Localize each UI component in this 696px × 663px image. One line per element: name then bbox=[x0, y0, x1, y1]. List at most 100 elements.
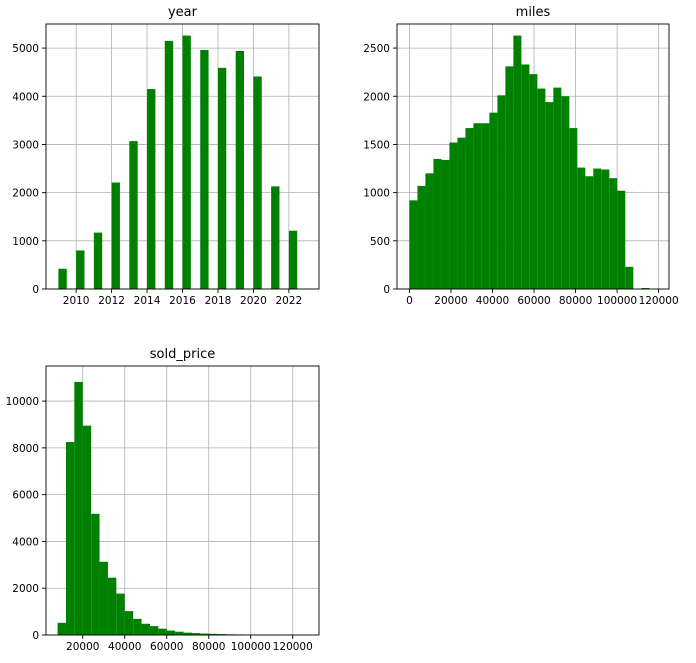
histogram-bar bbox=[133, 619, 141, 635]
x-tick-label: 2022 bbox=[275, 295, 302, 307]
histogram-bar bbox=[481, 123, 489, 289]
histogram-bar bbox=[94, 233, 102, 289]
histogram-bar bbox=[200, 50, 208, 289]
y-tick-label: 2000 bbox=[363, 91, 390, 103]
y-tick-label: 6000 bbox=[12, 490, 39, 502]
histogram-bar bbox=[449, 143, 457, 289]
x-tick-label: 2010 bbox=[63, 295, 90, 307]
histogram-bar bbox=[100, 562, 108, 635]
x-tick-label: 80000 bbox=[192, 641, 225, 653]
x-tick-label: 40000 bbox=[108, 641, 141, 653]
histogram-bar bbox=[561, 96, 569, 289]
histogram-bar bbox=[593, 169, 601, 289]
histogram-bar bbox=[147, 89, 155, 289]
y-tick-label: 1000 bbox=[12, 236, 39, 248]
histogram-bar bbox=[175, 632, 183, 635]
y-tick-label: 0 bbox=[32, 630, 39, 642]
histogram-bar bbox=[289, 231, 297, 289]
histogram-bar bbox=[158, 629, 166, 635]
histogram-bar bbox=[529, 74, 537, 289]
x-tick-label: 40000 bbox=[476, 295, 509, 307]
histogram-bar bbox=[58, 623, 66, 635]
histogram-bar bbox=[433, 159, 441, 289]
histogram-bar bbox=[91, 514, 99, 635]
histogram-bar bbox=[601, 170, 609, 289]
histogram-bar bbox=[116, 594, 124, 635]
chart-title: miles bbox=[516, 5, 551, 20]
y-tick-label: 0 bbox=[383, 284, 390, 296]
histogram-bar bbox=[218, 68, 226, 289]
histogram-bar bbox=[165, 41, 173, 289]
histogram-bar bbox=[409, 200, 417, 289]
x-tick-label: 2018 bbox=[205, 295, 232, 307]
y-tick-label: 2000 bbox=[12, 583, 39, 595]
y-tick-label: 2000 bbox=[12, 188, 39, 200]
y-tick-label: 4000 bbox=[12, 536, 39, 548]
histogram-bar bbox=[553, 88, 561, 289]
histogram-bar bbox=[271, 186, 279, 289]
histogram-bar bbox=[142, 624, 150, 635]
y-tick-label: 500 bbox=[370, 236, 390, 248]
histogram-bar bbox=[489, 113, 497, 289]
x-tick-label: 80000 bbox=[559, 295, 592, 307]
histogram-bar bbox=[569, 128, 577, 289]
histogram-bar bbox=[58, 269, 66, 289]
y-tick-label: 3000 bbox=[12, 139, 39, 151]
histogram-bar bbox=[465, 128, 473, 289]
y-tick-label: 10000 bbox=[6, 396, 39, 408]
x-tick-label: 2014 bbox=[134, 295, 161, 307]
histogram-bar bbox=[253, 77, 261, 289]
x-tick-label: 0 bbox=[406, 295, 413, 307]
histogram-bar bbox=[150, 626, 158, 635]
histogram-bar bbox=[425, 173, 433, 289]
x-tick-label: 60000 bbox=[150, 641, 183, 653]
histogram-bar bbox=[129, 141, 137, 289]
chart-title: sold_price bbox=[150, 347, 215, 362]
histogram-bar bbox=[545, 102, 553, 289]
x-tick-label: 120000 bbox=[273, 641, 313, 653]
histogram-bar bbox=[585, 176, 593, 289]
histogram-bar bbox=[112, 183, 120, 289]
x-tick-label: 60000 bbox=[517, 295, 550, 307]
histogram-bar bbox=[125, 611, 133, 635]
y-tick-label: 5000 bbox=[12, 43, 39, 55]
histogram-bar bbox=[457, 138, 465, 289]
x-tick-label: 20000 bbox=[434, 295, 467, 307]
histogram-bar bbox=[83, 426, 91, 635]
y-tick-label: 2500 bbox=[363, 43, 390, 55]
histogram-bar bbox=[167, 631, 175, 635]
histogram-bar bbox=[617, 191, 625, 289]
x-tick-label: 2012 bbox=[98, 295, 125, 307]
histogram-bar bbox=[537, 89, 545, 289]
histogram-bar bbox=[577, 168, 585, 289]
y-tick-label: 8000 bbox=[12, 443, 39, 455]
x-tick-label: 100000 bbox=[231, 641, 271, 653]
x-tick-label: 2020 bbox=[240, 295, 267, 307]
x-tick-label: 120000 bbox=[639, 295, 679, 307]
y-tick-label: 1500 bbox=[363, 139, 390, 151]
histogram-bar bbox=[441, 160, 449, 289]
x-tick-label: 100000 bbox=[597, 295, 637, 307]
histogram-bar bbox=[473, 123, 481, 289]
histogram-bar bbox=[625, 267, 633, 289]
x-tick-label: 20000 bbox=[66, 641, 99, 653]
y-tick-label: 1000 bbox=[363, 188, 390, 200]
histogram-bar bbox=[183, 36, 191, 289]
y-tick-label: 4000 bbox=[12, 91, 39, 103]
histogram-bar bbox=[66, 442, 74, 635]
histogram-bar bbox=[74, 382, 82, 635]
histogram-bar bbox=[505, 66, 513, 289]
histogram-bar bbox=[417, 186, 425, 289]
histogram-bar bbox=[76, 250, 84, 289]
histogram-bar bbox=[521, 64, 529, 289]
x-tick-label: 2016 bbox=[169, 295, 196, 307]
histogram-bar bbox=[609, 178, 617, 289]
histogram-bar bbox=[497, 95, 505, 289]
histogram-bar bbox=[108, 578, 116, 635]
y-tick-label: 0 bbox=[32, 284, 39, 296]
histogram-bar bbox=[513, 36, 521, 289]
panel-year: 2010 2012 2014 2016 2018 2020 2022 0 1000 2000 300… bbox=[12, 5, 319, 307]
